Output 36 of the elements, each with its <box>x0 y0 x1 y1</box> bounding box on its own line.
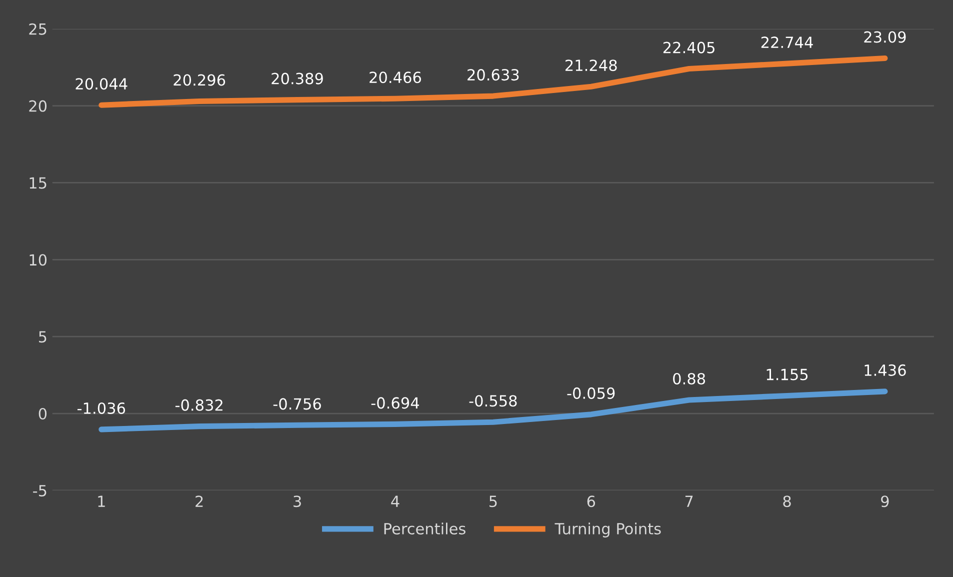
y-tick-label: 15 <box>30 177 46 189</box>
data-label: 20.466 <box>370 72 421 84</box>
x-tick-label: 3 <box>294 496 301 508</box>
x-tick-label: 6 <box>587 496 596 508</box>
data-label: 21.248 <box>566 60 617 72</box>
x-tick-label: 9 <box>881 496 889 508</box>
data-label: 23.09 <box>864 31 906 43</box>
data-label: 20.296 <box>174 74 226 86</box>
data-label: -0.059 <box>567 387 615 399</box>
x-tick-label: 4 <box>391 496 400 507</box>
data-label: 22.405 <box>663 42 714 54</box>
data-label: -0.558 <box>469 395 517 407</box>
y-tick-label: 0 <box>38 408 47 420</box>
y-tick-label: 10 <box>30 254 47 266</box>
data-label: 1.436 <box>864 364 906 376</box>
y-tick-label: 5 <box>39 331 46 343</box>
data-label: -0.832 <box>175 399 222 411</box>
x-tick-label: 5 <box>489 496 497 508</box>
data-label: -1.036 <box>78 402 126 414</box>
x-tick-label: 8 <box>783 496 791 508</box>
legend-label: Turning Points <box>554 522 661 538</box>
y-tick-label: -5 <box>33 485 46 496</box>
x-tick-label: 1 <box>98 496 105 507</box>
data-label: 22.744 <box>761 36 813 48</box>
data-label: 0.88 <box>673 372 706 385</box>
data-label: 20.633 <box>468 69 519 81</box>
x-tick-label: 2 <box>196 496 203 507</box>
data-label: 20.044 <box>76 78 128 90</box>
data-label: 1.155 <box>766 368 808 380</box>
y-tick-label: 20 <box>29 100 47 112</box>
x-tick-label: 7 <box>685 496 693 507</box>
data-label: -0.756 <box>273 398 321 410</box>
legend-label: Percentiles <box>384 522 466 534</box>
data-label: 20.389 <box>272 72 323 84</box>
data-label: -0.694 <box>371 397 419 409</box>
y-tick-label: 25 <box>29 23 46 35</box>
